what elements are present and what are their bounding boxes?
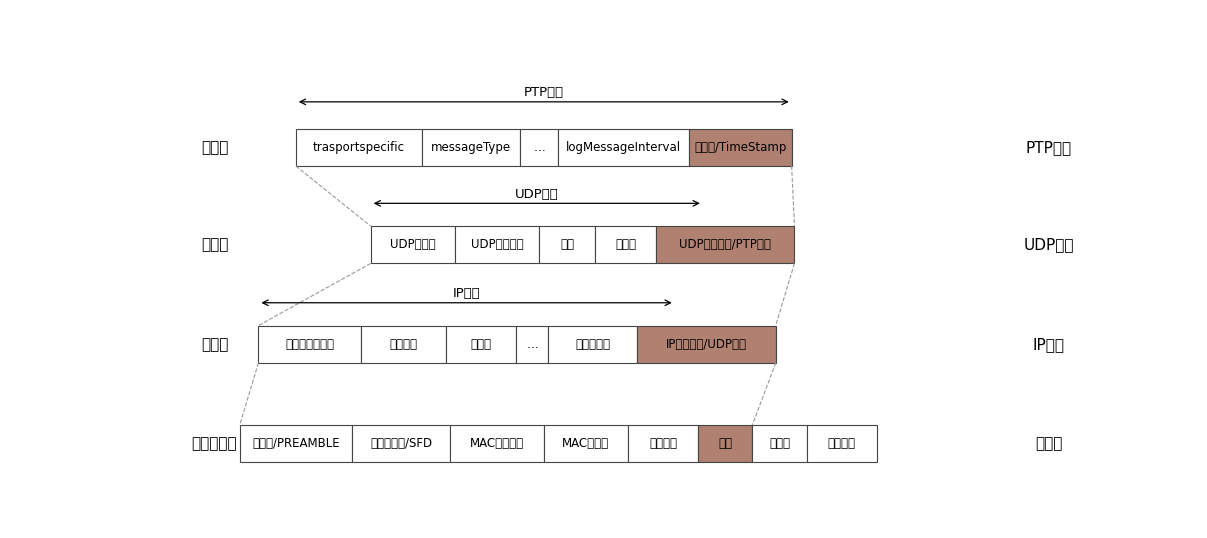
Text: 网络层: 网络层 [200,337,228,352]
Bar [455,226,540,264]
Text: 数据: 数据 [718,437,733,450]
Text: 数据链路层: 数据链路层 [192,436,238,451]
Text: IP报头: IP报头 [453,287,480,300]
Bar [371,226,455,264]
Text: 版本及表头长度: 版本及表头长度 [285,338,334,351]
Bar [450,425,543,462]
Bar [558,129,689,166]
Text: 总长度: 总长度 [470,338,491,351]
Text: PTP报头: PTP报头 [524,86,564,99]
Text: 选择和填充: 选择和填充 [576,338,611,351]
Text: IP报文数据/UDP报文: IP报文数据/UDP报文 [666,338,747,351]
Text: PTP报文: PTP报文 [1026,140,1072,155]
Text: IP报文: IP报文 [1033,337,1065,352]
Bar [657,226,794,264]
Text: 校验和: 校验和 [616,238,636,251]
Text: UDP报头: UDP报头 [515,188,559,201]
Bar [258,325,361,363]
Text: trasportspecific: trasportspecific [313,141,406,154]
Text: …: … [533,141,544,154]
Bar [422,129,520,166]
Text: 以太帧: 以太帧 [1036,436,1062,451]
Text: 服务类型: 服务类型 [390,338,418,351]
Text: 数据长度: 数据长度 [649,437,677,450]
Text: 帧填充: 帧填充 [769,437,789,450]
Bar [240,425,352,462]
Bar [543,425,628,462]
Text: 帧校验和: 帧校验和 [828,437,856,450]
Bar [689,129,792,166]
Bar [698,425,752,462]
Bar [752,425,806,462]
Text: 时间戳/TimeStamp: 时间戳/TimeStamp [694,141,787,154]
Text: UDP报文: UDP报文 [1024,237,1074,252]
Bar [352,425,450,462]
Text: UDP源端口: UDP源端口 [390,238,436,251]
Text: MAC目的地址: MAC目的地址 [470,437,524,450]
Text: 传输层: 传输层 [200,237,228,252]
Text: 长度: 长度 [560,238,575,251]
Bar [628,425,698,462]
Text: MAC源地址: MAC源地址 [562,437,610,450]
Bar [361,325,445,363]
Text: 应用层: 应用层 [200,140,228,155]
Text: logMessageInterval: logMessageInterval [566,141,681,154]
Text: UDP目的端口: UDP目的端口 [471,238,524,251]
Bar [296,129,422,166]
Text: 帧起始标志/SFD: 帧起始标志/SFD [371,437,432,450]
Bar [548,325,637,363]
Bar [806,425,876,462]
Bar [445,325,515,363]
Text: 前导码/PREAMBLE: 前导码/PREAMBLE [252,437,339,450]
Text: UDP报文数据/PTP报文: UDP报文数据/PTP报文 [680,238,771,251]
Bar [520,129,558,166]
Text: …: … [526,338,538,351]
Text: messageType: messageType [431,141,512,154]
Bar [515,325,548,363]
Bar [540,226,595,264]
Bar [637,325,776,363]
Bar [595,226,657,264]
